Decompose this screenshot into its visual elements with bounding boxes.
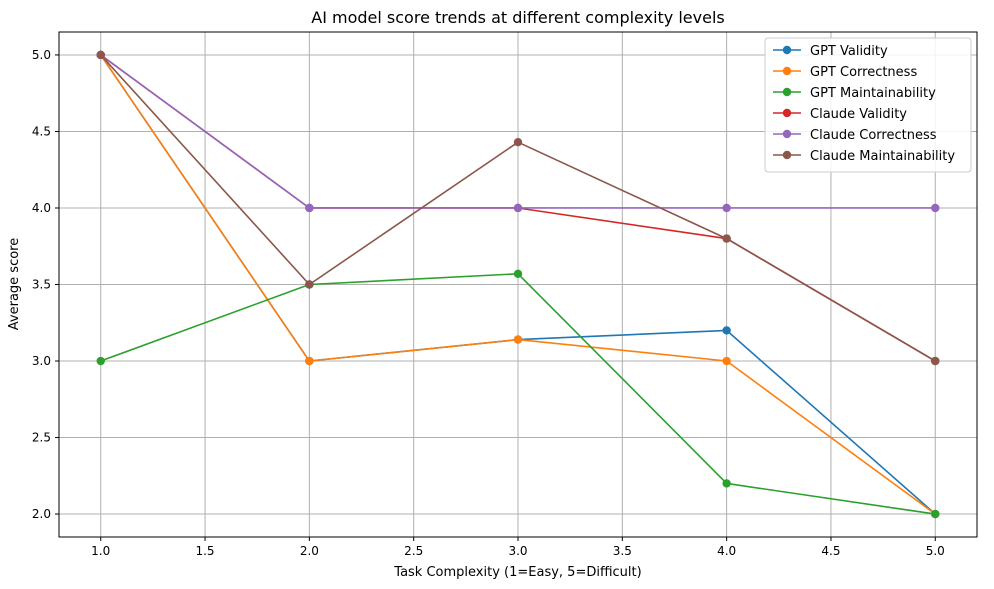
x-tick-label: 3.5 xyxy=(613,544,632,558)
x-tick-label: 2.0 xyxy=(300,544,319,558)
data-point-claude-maintainability xyxy=(722,234,731,243)
x-axis-label: Task Complexity (1=Easy, 5=Difficult) xyxy=(393,565,641,580)
data-point-gpt-validity xyxy=(722,326,731,335)
data-point-gpt-maintainability xyxy=(96,356,105,366)
legend-marker-gpt-maintainability xyxy=(782,87,792,97)
data-point-gpt-maintainability xyxy=(722,479,731,488)
legend-marker-gpt-validity xyxy=(782,45,792,55)
x-tick-label: 5.0 xyxy=(926,544,945,558)
x-tick-label: 1.0 xyxy=(91,544,110,558)
data-point-gpt-correctness xyxy=(305,356,314,366)
x-tick-label: 2.5 xyxy=(404,544,423,558)
data-point-gpt-maintainability xyxy=(513,269,523,278)
y-tick-label: 3.0 xyxy=(32,354,51,368)
data-point-gpt-correctness xyxy=(722,356,731,366)
y-tick-label: 4.0 xyxy=(32,201,51,215)
data-point-claude-correctness xyxy=(513,203,523,213)
x-tick-label: 1.5 xyxy=(195,544,214,558)
legend-label-claude-correctness: Claude Correctness xyxy=(810,128,937,143)
x-tick-label: 4.0 xyxy=(717,544,736,558)
legend-marker-claude-validity xyxy=(782,108,792,118)
legend-box xyxy=(764,37,972,173)
x-axis: 1.0 1.5 2.0 2.5 3.0 3.5 4.0 4.5 5.0 xyxy=(91,537,945,558)
legend-marker-gpt-correctness xyxy=(782,66,792,76)
legend-label-gpt-correctness: GPT Correctness xyxy=(810,65,917,80)
x-tick-label: 3.0 xyxy=(508,544,527,558)
data-point-claude-maintainability xyxy=(931,356,940,366)
series-layer xyxy=(96,50,940,519)
series-claude-maintainability xyxy=(96,50,940,366)
data-point-claude-correctness xyxy=(931,203,940,213)
y-axis: 2.0 2.5 3.0 3.5 4.0 4.5 5.0 xyxy=(32,48,59,521)
legend-label-gpt-validity: GPT Validity xyxy=(810,44,888,59)
y-tick-label: 3.5 xyxy=(32,278,51,292)
x-tick-label: 4.5 xyxy=(821,544,840,558)
chart-title: AI model score trends at different compl… xyxy=(311,8,724,27)
series-claude-correctness xyxy=(96,50,940,213)
data-point-gpt-correctness xyxy=(513,335,523,344)
data-point-claude-maintainability xyxy=(513,137,523,147)
y-tick-label: 2.5 xyxy=(32,431,51,445)
y-tick-label: 4.5 xyxy=(32,124,51,138)
legend-label-claude-maintainability: Claude Maintainability xyxy=(810,149,955,164)
legend-label-gpt-maintainability: GPT Maintainability xyxy=(810,86,936,101)
legend-marker-claude-maintainability xyxy=(782,150,792,160)
y-axis-label: Average score xyxy=(7,238,22,330)
data-point-claude-maintainability xyxy=(96,50,105,60)
legend-marker-claude-correctness xyxy=(782,129,792,139)
legend-label-claude-validity: Claude Validity xyxy=(810,107,907,122)
data-point-claude-correctness xyxy=(722,203,731,213)
data-point-claude-maintainability xyxy=(305,280,314,289)
data-point-claude-correctness xyxy=(305,203,314,213)
legend: GPT Validity GPT Correctness GPT Maintaina… xyxy=(764,37,972,173)
data-point-gpt-maintainability xyxy=(931,509,940,519)
y-tick-label: 2.0 xyxy=(32,507,51,521)
y-tick-label: 5.0 xyxy=(32,48,51,62)
